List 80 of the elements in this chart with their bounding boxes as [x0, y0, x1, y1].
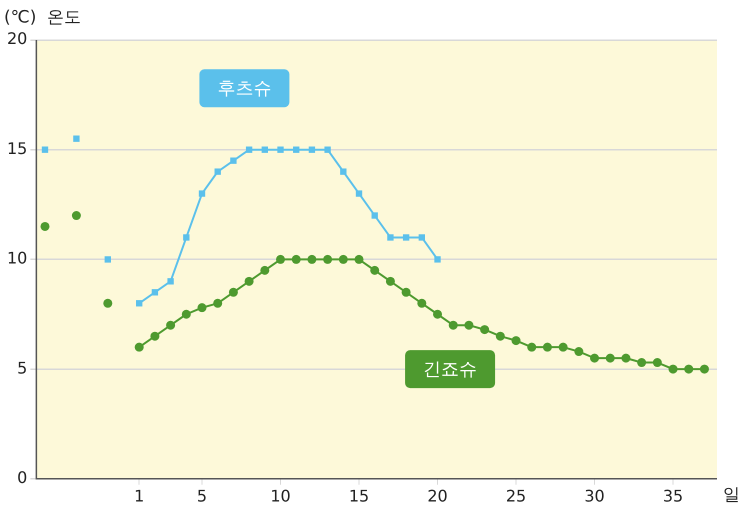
text: 후츠슈 [217, 78, 272, 99]
point [372, 212, 378, 219]
point [276, 254, 286, 264]
point [496, 332, 505, 341]
point [307, 254, 316, 264]
x-tick-label: 5 [196, 486, 208, 506]
point [434, 256, 441, 263]
point [230, 157, 237, 164]
y-tick-label: 0 [17, 468, 28, 487]
point [73, 136, 80, 142]
point [402, 288, 411, 297]
y-tick-label: 15 [7, 138, 28, 158]
point [277, 146, 284, 153]
point [386, 276, 395, 286]
x-tick-label: 25 [506, 486, 526, 506]
point [558, 342, 568, 352]
y-tick-label: 10 [7, 248, 28, 268]
point [668, 364, 678, 374]
point [417, 298, 426, 308]
x-tick-label: 15 [348, 486, 370, 506]
point [72, 211, 81, 220]
point [152, 289, 158, 296]
point [213, 298, 222, 308]
point [150, 332, 160, 341]
x-tick-label: 20 [427, 486, 448, 506]
point [167, 278, 174, 285]
point [652, 358, 662, 368]
point [260, 266, 270, 275]
point [387, 234, 394, 241]
point [182, 310, 191, 319]
point [136, 300, 142, 306]
x-axis-title: 일 [723, 485, 740, 506]
series-label: 긴죠슈 [423, 358, 478, 380]
point [308, 146, 316, 153]
y-tick-label: 5 [17, 358, 28, 378]
point [621, 354, 630, 363]
point [480, 325, 490, 334]
point [574, 347, 584, 356]
point [370, 266, 380, 275]
point [637, 358, 646, 368]
point [246, 146, 252, 153]
point [42, 146, 48, 153]
point [448, 320, 458, 330]
x-tick-label: 10 [270, 486, 291, 506]
point [590, 354, 600, 363]
point [542, 342, 552, 352]
y-axis-title: (℃) 온도 [4, 7, 82, 28]
point [183, 234, 190, 241]
point [340, 168, 346, 175]
point [338, 254, 348, 264]
point [402, 234, 410, 241]
point [418, 234, 425, 241]
point [293, 146, 300, 153]
x-tick-label: 35 [662, 486, 684, 506]
point [166, 320, 176, 330]
point [228, 288, 238, 297]
point [262, 146, 268, 153]
point [606, 354, 615, 363]
point [104, 256, 111, 263]
point [512, 336, 521, 346]
point [292, 254, 301, 264]
point [700, 364, 709, 374]
x-tick-label: 30 [584, 486, 605, 506]
y-tick-label: 20 [7, 29, 28, 48]
point [324, 146, 331, 153]
point [244, 276, 254, 286]
point [433, 310, 442, 319]
point [198, 303, 207, 312]
point [103, 298, 112, 308]
point [527, 342, 536, 352]
x-tick-label: 1 [134, 486, 144, 506]
point [198, 190, 206, 197]
point [214, 168, 221, 175]
point [134, 342, 144, 352]
point [354, 254, 364, 264]
point [464, 320, 474, 330]
point [356, 190, 362, 197]
point [323, 254, 332, 264]
point [40, 222, 50, 231]
point [684, 364, 694, 374]
